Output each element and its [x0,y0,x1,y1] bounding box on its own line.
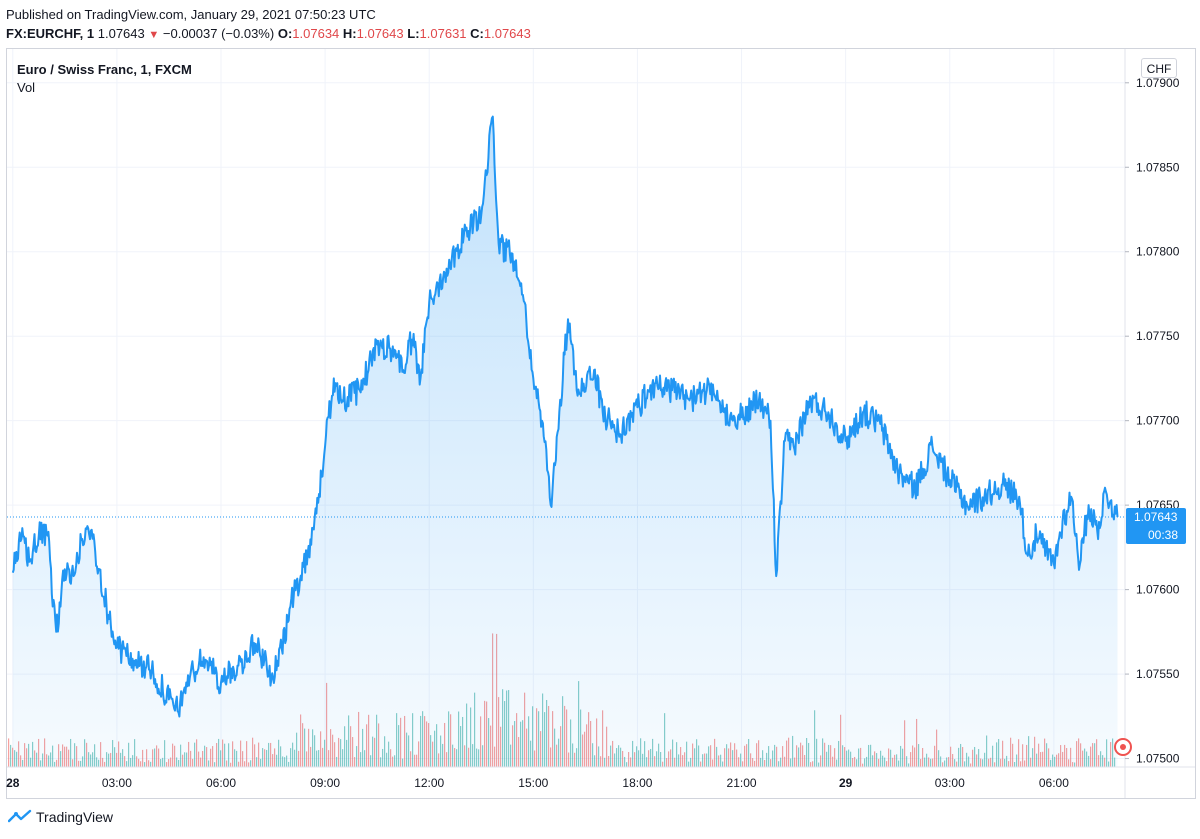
y-tick-label-2: 1.07800 [1136,245,1180,259]
open-value: 1.07634 [292,26,340,41]
last-price: 1.07643 [97,26,145,41]
published-line: Published on TradingView.com, January 29… [6,7,376,22]
price-series [11,115,1119,767]
x-tick-label-8: 29 [839,776,853,790]
close-label: C: [470,26,484,41]
volume-marker-icon [1114,738,1132,756]
price-line [11,115,1119,718]
open-label: O: [277,26,293,41]
low-label: L: [407,26,420,41]
tradingview-logo-icon [8,809,32,823]
symbol: FX:EURCHF, 1 [6,26,95,41]
last-price-tag-value: 1.07643 [1134,510,1178,524]
chart-frame [6,48,1196,799]
change-value: −0.00037 (−0.03%) [162,26,275,41]
quote-line: FX:EURCHF, 1 1.07643 ▼ −0.00037 (−0.03%)… [6,26,531,41]
currency-button[interactable]: CHF [1141,58,1177,78]
x-tick-label-3: 09:00 [310,776,340,790]
x-tick-label-6: 18:00 [622,776,652,790]
last-price-tag-countdown: 00:38 [1148,528,1178,542]
price-axis[interactable]: 1.07900 1.07850 1.07800 1.07750 1.07700 1.076… [1125,76,1180,766]
brand-name: TradingView [36,809,114,825]
change-arrow-icon: ▼ [148,29,160,41]
high-label: H: [342,26,357,41]
x-tick-label-4: 12:00 [414,776,444,790]
price-area-fill [12,116,1118,767]
time-axis[interactable]: 28 03:00 06:00 09:00 12:00 15:00 18:00 21:00 29 0… [6,776,1069,790]
x-tick-label-10: 06:00 [1039,776,1069,790]
high-value: 1.07643 [356,26,404,41]
y-tick-label-8: 1.07500 [1136,752,1180,766]
x-tick-label-9: 03:00 [935,776,965,790]
volume-legend[interactable]: Vol [17,80,36,95]
x-tick-label-1: 03:00 [102,776,132,790]
series-legend-title[interactable]: Euro / Swiss Franc, 1, FXCM [17,62,192,77]
y-tick-label-0: 1.07900 [1136,76,1180,90]
x-tick-label-5: 15:00 [518,776,548,790]
y-tick-label-6: 1.07600 [1136,583,1180,597]
y-tick-label-1: 1.07850 [1136,160,1180,174]
y-tick-label-7: 1.07550 [1136,667,1180,681]
x-tick-label-2: 06:00 [206,776,236,790]
low-value: 1.07631 [419,26,467,41]
close-value: 1.07643 [483,26,531,41]
last-price-tag: 1.07643 00:38 [1126,508,1186,544]
x-tick-label-0: 28 [6,776,20,790]
x-tick-label-7: 21:00 [727,776,757,790]
y-tick-label-4: 1.07700 [1136,414,1180,428]
y-tick-label-3: 1.07750 [1136,329,1180,343]
tradingview-logo[interactable]: TradingView [8,809,113,825]
